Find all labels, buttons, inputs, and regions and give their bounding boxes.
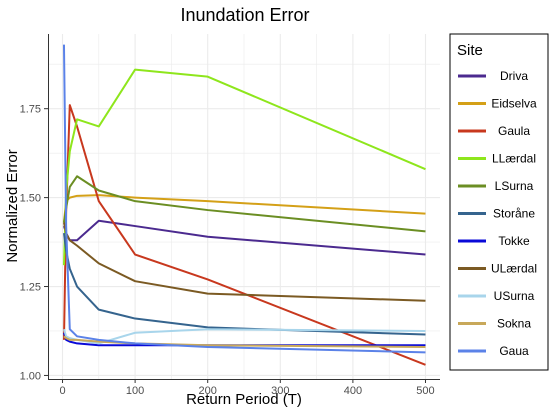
y-tick-label: 1.50: [20, 193, 41, 205]
y-axis-ticks: 1.00 1.25 1.50 1.75: [20, 104, 48, 382]
legend-box: [449, 33, 549, 371]
legend-item-eidselva: Eidselva: [458, 97, 537, 111]
legend-label: USurna: [494, 289, 535, 303]
x-tick-label: 100: [126, 385, 144, 397]
chart-title: Inundation Error: [180, 5, 309, 25]
y-tick-label: 1.25: [20, 282, 41, 294]
x-tick-label: 0: [59, 385, 65, 397]
series-line-llærdal: [62, 68, 426, 266]
x-tick-label: 200: [199, 385, 217, 397]
legend-label: LSurna: [495, 179, 534, 193]
y-tick-label: 1.00: [20, 370, 41, 382]
legend-item-storåne: Storåne: [458, 207, 535, 221]
legend-label: Gaula: [498, 124, 530, 138]
legend-item-tokke: Tokke: [458, 234, 530, 248]
legend: Site Driva Eidselva Gaula LLærdal LSurna Stor…: [449, 33, 549, 371]
legend-label: Driva: [500, 69, 528, 83]
legend-label: Storåne: [493, 207, 535, 221]
legend-label: Gaua: [499, 344, 529, 358]
legend-item-driva: Driva: [458, 69, 528, 83]
legend-label: LLærdal: [492, 152, 536, 166]
x-axis-ticks: 0 100 200 300 400 500: [59, 379, 435, 397]
legend-item-sokna: Sokna: [458, 317, 531, 331]
x-tick-label: 400: [344, 385, 362, 397]
legend-item-llærdal: LLærdal: [458, 152, 536, 166]
x-tick-label: 300: [271, 385, 289, 397]
legend-item-ulærdal: ULærdal: [458, 262, 537, 276]
series-line-sokna: [63, 335, 426, 348]
legend-item-lsurna: LSurna: [458, 179, 534, 193]
series-lines: [62, 44, 426, 366]
x-tick-label: 500: [416, 385, 434, 397]
legend-items: Driva Eidselva Gaula LLærdal LSurna Storåne To…: [458, 69, 537, 358]
series-line-gaua: [62, 44, 426, 354]
legend-title: Site: [457, 42, 483, 59]
legend-label: Tokke: [498, 234, 530, 248]
legend-item-gaua: Gaua: [458, 344, 529, 358]
x-axis-title: Return Period (T): [186, 391, 302, 408]
legend-item-usurna: USurna: [458, 289, 535, 303]
y-tick-label: 1.75: [20, 104, 41, 116]
y-axis-title: Normalized Error: [4, 149, 21, 262]
legend-label: Eidselva: [491, 97, 537, 111]
legend-label: ULærdal: [491, 262, 537, 276]
legend-item-gaula: Gaula: [458, 124, 530, 138]
legend-label: Sokna: [497, 317, 531, 331]
